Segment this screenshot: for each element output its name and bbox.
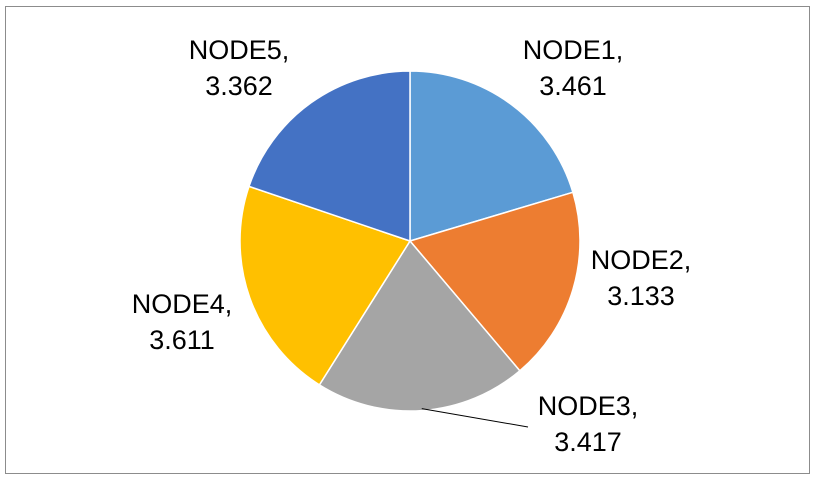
data-label-category: NODE5, <box>189 35 290 65</box>
pie-slice-node1 <box>409 70 574 243</box>
data-label-value: 3.362 <box>205 71 273 101</box>
pie-chart: NODE1, 3.461 NODE2, 3.133 NODE3, 3.417 NODE4, 3… <box>132 35 692 457</box>
pie-slice-node5 <box>248 70 411 243</box>
data-label-node3: NODE3, 3.417 <box>538 391 639 457</box>
data-label-value: 3.611 <box>149 325 215 355</box>
data-label-category: NODE1, <box>523 35 624 65</box>
pie-slice-node2 <box>408 191 581 372</box>
data-label-node5: NODE5, 3.362 <box>189 35 290 101</box>
pie-slice-node3 <box>318 239 521 412</box>
data-label-value: 3.461 <box>539 71 607 101</box>
data-labels: NODE1, 3.461 NODE2, 3.133 NODE3, 3.417 NODE4, 3… <box>132 35 692 457</box>
data-label-category: NODE3, <box>538 391 639 421</box>
pie-slices <box>239 70 581 412</box>
leader-line-node3 <box>421 408 529 428</box>
data-label-node4: NODE4, 3.611 <box>132 289 233 355</box>
data-label-node1: NODE1, 3.461 <box>523 35 624 101</box>
data-label-node2: NODE2, 3.133 <box>591 245 692 311</box>
chart-area: NODE1, 3.461 NODE2, 3.133 NODE3, 3.417 NODE4, 3… <box>5 6 810 474</box>
pie-slice-node4 <box>239 185 412 386</box>
leader-lines <box>421 408 529 428</box>
data-label-value: 3.417 <box>554 427 622 457</box>
data-label-category: NODE4, <box>132 289 233 319</box>
data-label-category: NODE2, <box>591 245 692 275</box>
data-label-value: 3.133 <box>607 281 675 311</box>
